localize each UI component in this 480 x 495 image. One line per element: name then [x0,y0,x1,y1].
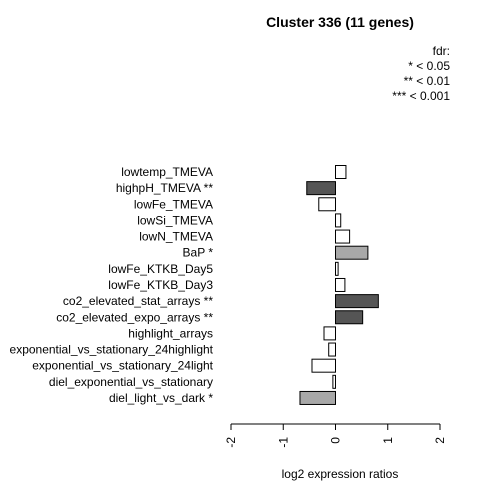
legend-entry: fdr: [433,44,450,58]
bars [299,165,379,405]
tick-label: 2 [433,437,447,444]
bar [306,181,337,196]
bar [311,358,336,373]
bar [335,213,342,228]
category-label: lowSi_TMEVA [137,213,213,227]
category-label: co2_elevated_expo_arrays ** [56,310,213,324]
category-label: exponential_vs_stationary_24light [32,359,213,373]
bar [299,390,336,405]
legend-entry: *** < 0.001 [392,89,450,103]
category-label: exponential_vs_stationary_24highlight [10,343,214,357]
chart-title: Cluster 336 (11 genes) [266,14,414,30]
tick-label: 0 [329,437,343,444]
category-label: lowFe_KTKB_Day3 [108,278,213,292]
tick-label: 1 [381,437,395,444]
category-label: lowFe_TMEVA [134,197,213,211]
bar [335,310,364,325]
category-labels: lowtemp_TMEVA highpH_TMEVA ** lowFe_TMEVAl… [10,165,214,405]
category-label: co2_elevated_stat_arrays ** [63,294,213,308]
category-label: lowFe_KTKB_Day5 [108,262,213,276]
bar [332,374,337,389]
category-label: lowN_TMEVA [139,230,213,244]
category-label: highpH_TMEVA ** [116,181,213,195]
category-label: lowtemp_TMEVA [121,165,213,179]
bar [318,197,336,212]
bar [323,326,337,341]
x-axis-label: log2 expression ratios [282,467,399,481]
legend: fdr:* < 0.05** < 0.01*** < 0.001 [392,44,450,103]
x-axis: -2 -1 0 1 2 [224,423,447,448]
bar [335,165,347,179]
category-label: BaP * [183,246,214,260]
legend-entry: * < 0.05 [408,59,450,73]
tick-label: -1 [276,437,290,448]
tick-label: -2 [224,437,238,448]
category-label: diel_exponential_vs_stationary [49,375,213,389]
category-label: highlight_arrays [128,326,213,340]
bar [335,229,351,244]
bar [335,261,339,276]
bar [335,245,369,260]
bar [335,294,379,309]
bar [328,342,336,357]
legend-entry: ** < 0.01 [404,74,451,88]
bar [335,277,346,292]
category-label: diel_light_vs_dark * [109,391,213,405]
